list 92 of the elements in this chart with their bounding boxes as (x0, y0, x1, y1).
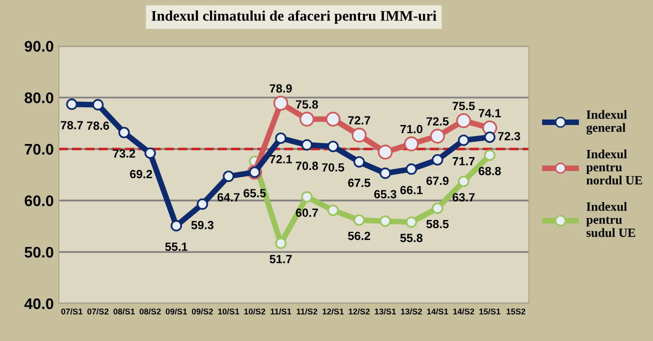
data-label: 55.8 (400, 234, 423, 242)
x-tick-label: 08/S2 (140, 308, 161, 315)
point (456, 113, 472, 128)
data-label: 72.7 (348, 116, 370, 124)
data-label: 69.2 (130, 170, 152, 178)
data-label: 70.5 (322, 163, 344, 172)
point (66, 98, 78, 110)
point (275, 238, 286, 249)
point (301, 191, 313, 203)
x-tick-label: 15S2 (506, 308, 526, 314)
x-tick-label: 13/S1 (374, 308, 396, 315)
point (432, 154, 444, 166)
point (326, 112, 340, 127)
point (327, 140, 339, 152)
x-tick-label: 11/S2 (296, 308, 318, 315)
point (275, 132, 286, 144)
data-label: 56.2 (348, 232, 370, 240)
point (92, 99, 104, 110)
data-label: 63.7 (452, 193, 475, 202)
data-label: 72.1 (270, 154, 292, 164)
point (144, 147, 156, 159)
x-tick-label: 10/S1 (218, 308, 240, 315)
point (484, 131, 496, 143)
data-label: 78.6 (86, 122, 110, 130)
data-label: 67.5 (348, 178, 370, 188)
x-tick-label: 14/S1 (427, 308, 448, 315)
y-tick-label: 70.0 (24, 144, 54, 155)
point (170, 220, 182, 232)
data-label: 72.5 (426, 117, 449, 126)
x-tick-label: 08/S1 (114, 308, 135, 315)
point (352, 128, 367, 143)
point (432, 202, 444, 214)
point (458, 134, 470, 146)
x-tick-label: 07/S2 (87, 308, 109, 315)
chart-title: Indexul climatului de afaceri pentru IMM-uri (152, 10, 436, 24)
x-tick-label: 11/S1 (270, 308, 292, 315)
legend-label: Indexul pentru sudul UE (586, 202, 636, 237)
x-tick-label: 12/S1 (322, 308, 344, 315)
x-tick-label: 07/S1 (61, 308, 82, 315)
point (406, 216, 418, 228)
x-tick-label: 10/S2 (244, 308, 266, 315)
data-label: 65.3 (374, 190, 396, 198)
point (380, 168, 391, 179)
point (196, 198, 208, 210)
point (273, 96, 288, 111)
data-label: 64.7 (217, 193, 240, 202)
x-tick-label: 09/S2 (192, 308, 213, 315)
data-label: 75.8 (296, 100, 318, 109)
data-label: 78.7 (60, 121, 83, 130)
y-tick-label: 60.0 (24, 195, 54, 206)
data-label: 51.7 (270, 255, 292, 264)
data-label: 74.1 (478, 109, 501, 118)
data-label: 58.5 (426, 220, 449, 228)
point (404, 136, 419, 152)
data-label: 55.1 (165, 242, 188, 251)
y-tick-label: 80.0 (24, 92, 54, 104)
point (458, 176, 470, 188)
data-label: 71.0 (400, 124, 422, 134)
point (299, 112, 314, 127)
point (353, 214, 365, 226)
y-tick-label: 50.0 (24, 246, 54, 258)
point (430, 128, 445, 144)
data-label: 67.9 (426, 176, 449, 185)
x-tick-label: 13/S2 (401, 308, 422, 315)
point (301, 139, 313, 151)
point (222, 170, 234, 182)
x-tick-label: 12/S2 (348, 308, 370, 315)
y-tick-label: 90.0 (24, 40, 54, 52)
point (353, 156, 365, 168)
data-label: 68.8 (478, 166, 501, 176)
y-tick-label: 40.0 (24, 298, 54, 310)
data-label: 71.7 (452, 157, 475, 166)
data-label: 59.3 (191, 220, 214, 230)
x-tick-label: 09/S1 (166, 308, 187, 315)
point (118, 126, 130, 138)
data-label: 72.3 (498, 132, 520, 140)
x-tick-label: 15/S1 (479, 308, 500, 315)
point (484, 150, 496, 161)
legend-label: Indexul pentru nordul UE (586, 150, 642, 185)
legend-label: Indexul general (586, 110, 627, 135)
data-label: 60.7 (296, 208, 318, 217)
x-tick-label: 14/S2 (453, 308, 474, 315)
data-label: 75.5 (452, 102, 475, 110)
data-label: 70.8 (296, 162, 318, 170)
point (378, 144, 393, 160)
point (380, 215, 391, 227)
point (327, 204, 339, 216)
data-label: 65.5 (244, 188, 266, 198)
data-label: 66.1 (400, 186, 423, 194)
point (406, 163, 418, 175)
data-label: 73.2 (113, 149, 136, 158)
data-label: 78.9 (270, 84, 292, 93)
